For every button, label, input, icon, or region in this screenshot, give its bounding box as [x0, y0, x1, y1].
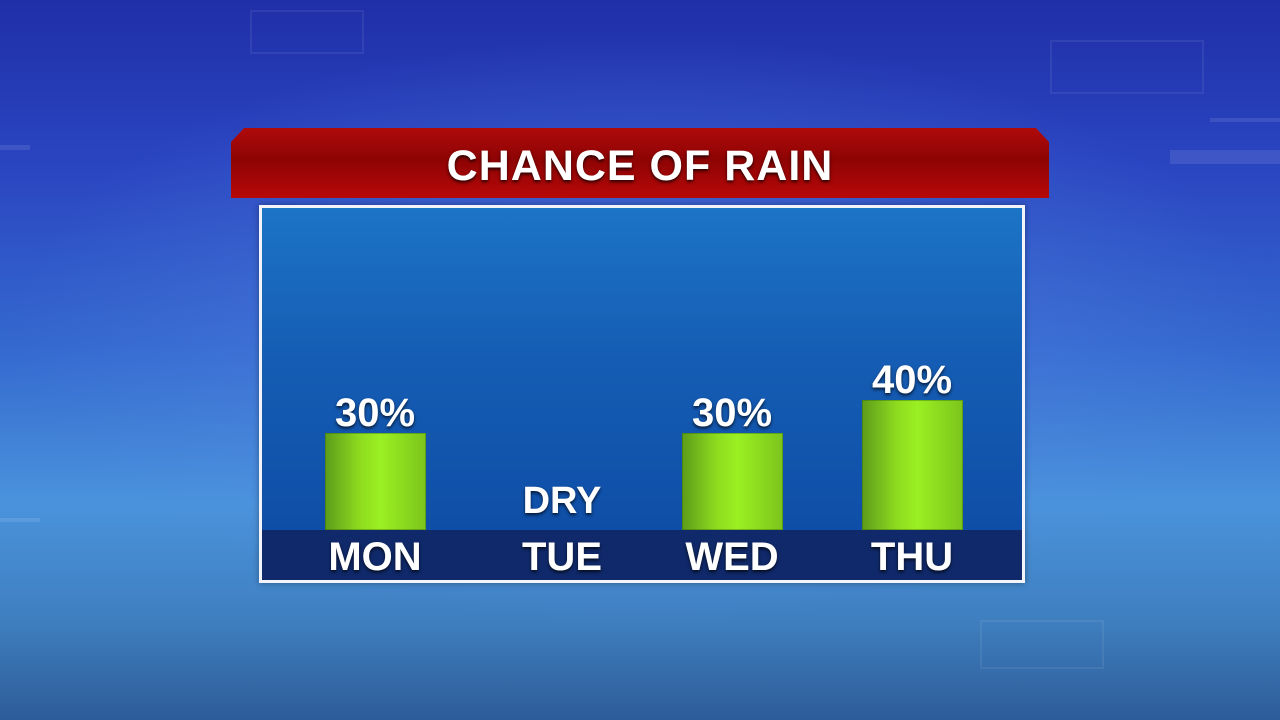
day-label-mon: MON: [328, 535, 422, 579]
bar-thu: [861, 400, 963, 530]
chart-panel: 30% MON DRY TUE 30% WED 40% THU: [259, 205, 1025, 583]
background-decoration: [250, 10, 364, 54]
bar-mon: [324, 432, 426, 530]
title-banner: CHANCE OF RAIN: [231, 128, 1049, 198]
value-label-tue: DRY: [522, 480, 602, 522]
day-label-strip: [262, 530, 1022, 580]
bar-wed: [681, 432, 783, 530]
background-decoration: [1050, 40, 1204, 94]
day-label-wed: WED: [685, 535, 779, 579]
chart-title: CHANCE OF RAIN: [446, 142, 834, 190]
day-label-thu: THU: [870, 535, 954, 579]
background-streak: [0, 518, 40, 522]
background-streak: [1210, 118, 1280, 122]
background-streak: [0, 145, 30, 150]
background-streak: [1170, 150, 1280, 164]
value-label-thu: 40%: [871, 358, 953, 402]
value-label-mon: 30%: [334, 390, 416, 435]
day-label-tue: TUE: [522, 535, 602, 579]
background-decoration: [980, 620, 1104, 669]
value-label-wed: 30%: [691, 390, 773, 435]
